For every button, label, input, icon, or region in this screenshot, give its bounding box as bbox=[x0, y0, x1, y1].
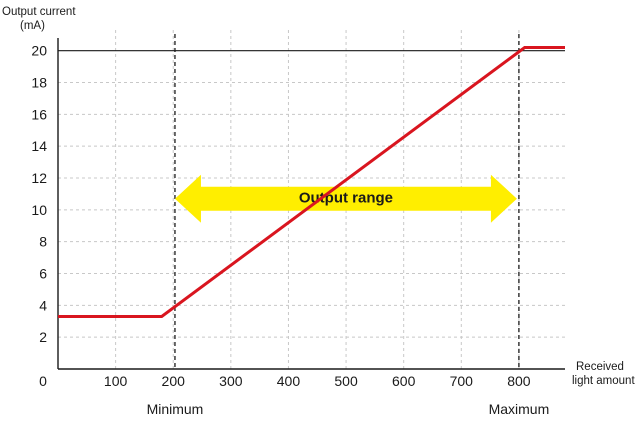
y-tick-label: 10 bbox=[31, 202, 47, 218]
x-tick-label: 200 bbox=[162, 373, 186, 389]
x-axis-label-line2: light amount bbox=[572, 375, 635, 387]
reference-lines bbox=[58, 34, 565, 369]
y-tick-label: 14 bbox=[31, 138, 47, 154]
axes bbox=[57, 38, 565, 370]
marker-label-minimum: Minimum bbox=[147, 401, 204, 417]
output-current-line bbox=[58, 46, 565, 318]
double-arrow-icon bbox=[174, 174, 517, 223]
y-tick-label: 16 bbox=[31, 106, 47, 122]
x-tick-label: 700 bbox=[450, 373, 474, 389]
x-axis-label-line1: Received bbox=[576, 361, 624, 373]
y-axis-label: Output current bbox=[2, 6, 76, 18]
x-tick-label: 300 bbox=[219, 373, 243, 389]
x-tick-label: 800 bbox=[507, 373, 531, 389]
y-tick-label: 20 bbox=[31, 43, 47, 59]
axis-titles: Output current (mA) Received light amoun… bbox=[2, 6, 635, 389]
markers: Minimum Maximum bbox=[147, 401, 550, 417]
y-tick-label: 18 bbox=[31, 75, 47, 91]
series bbox=[58, 46, 565, 318]
y-tick-label: 6 bbox=[39, 266, 47, 282]
y-tick-label: 2 bbox=[39, 329, 47, 345]
tick-labels: 100 200 300 400 500 600 700 800 2 4 6 8 10 12 14 16 18 20 bbox=[31, 43, 530, 389]
marker-label-maximum: Maximum bbox=[489, 401, 550, 417]
output-range-label: Output range bbox=[299, 190, 393, 207]
x-tick-label: 400 bbox=[277, 373, 301, 389]
origin-label: 0 bbox=[39, 373, 47, 389]
y-tick-label: 12 bbox=[31, 170, 47, 186]
x-tick-label: 500 bbox=[334, 373, 358, 389]
y-tick-label: 8 bbox=[39, 234, 47, 250]
x-tick-label: 600 bbox=[392, 373, 416, 389]
y-axis-unit-label: (mA) bbox=[20, 20, 45, 32]
y-tick-label: 4 bbox=[39, 297, 47, 313]
output-range-arrow: Output range bbox=[174, 174, 517, 223]
x-tick-label: 100 bbox=[104, 373, 128, 389]
